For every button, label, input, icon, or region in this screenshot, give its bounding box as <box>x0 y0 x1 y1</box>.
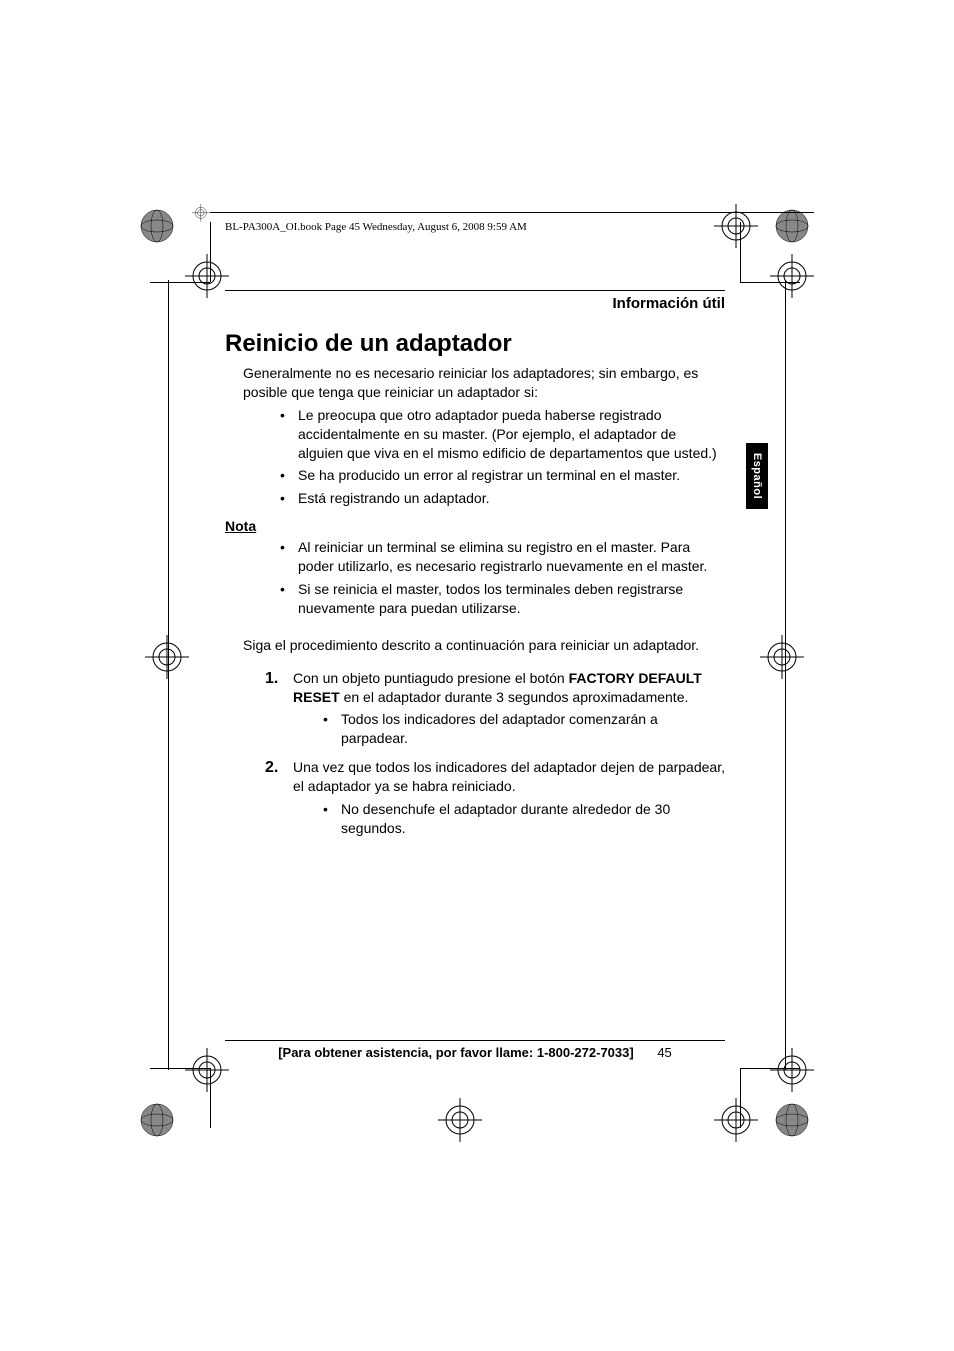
crop-mark-icon <box>770 1048 814 1092</box>
list-item: Se ha producido un error al registrar un… <box>280 466 725 485</box>
procedure-intro: Siga el procedimiento descrito a continu… <box>243 636 725 655</box>
crop-line <box>210 1068 211 1128</box>
list-item: Está registrando un adaptador. <box>280 489 725 508</box>
crop-mark-icon <box>185 1048 229 1092</box>
page-content: Información útil Reinicio de un adaptado… <box>225 290 725 848</box>
list-item: Todos los indicadores del adaptador come… <box>323 710 725 748</box>
list-item: Si se reinicia el master, todos los term… <box>280 580 725 618</box>
crop-line <box>150 1068 210 1069</box>
crop-mark-icon <box>135 204 179 248</box>
crop-line <box>168 280 169 1070</box>
crop-line <box>740 282 800 283</box>
crop-mark-icon <box>145 635 189 679</box>
crop-line <box>785 280 786 1070</box>
section-rule <box>225 290 725 291</box>
step-text: Una vez que todos los indicadores del ad… <box>293 759 725 794</box>
nota-heading: Nota <box>225 518 725 534</box>
crop-line <box>740 1068 800 1069</box>
crop-mark-icon <box>770 1098 814 1142</box>
step-item: Con un objeto puntiagudo presione el bot… <box>265 669 725 749</box>
intro-text: Generalmente no es necesario reiniciar l… <box>243 364 725 402</box>
crop-line <box>210 222 211 282</box>
list-item: No desenchufe el adaptador durante alred… <box>323 800 725 838</box>
crop-mark-icon <box>714 1098 758 1142</box>
crop-mark-icon <box>770 204 814 248</box>
section-header: Información útil <box>225 295 725 312</box>
crop-mark-icon <box>192 204 210 227</box>
language-tab: Español <box>746 443 768 509</box>
footer-assist: [Para obtener asistencia, por favor llam… <box>278 1045 634 1060</box>
step-item: Una vez que todos los indicadores del ad… <box>265 758 725 838</box>
nota-list: Al reiniciar un terminal se elimina su r… <box>225 538 725 618</box>
crop-mark-icon <box>185 254 229 298</box>
footer-rule <box>225 1040 725 1041</box>
language-tab-label: Español <box>751 453 763 499</box>
header-rule <box>210 212 814 213</box>
reasons-list: Le preocupa que otro adaptador pueda hab… <box>225 406 725 508</box>
crop-mark-icon <box>770 254 814 298</box>
page-title: Reinicio de un adaptador <box>225 330 725 358</box>
list-item: Le preocupa que otro adaptador pueda hab… <box>280 406 725 463</box>
crop-mark-icon <box>135 1098 179 1142</box>
page-footer: [Para obtener asistencia, por favor llam… <box>225 1040 725 1060</box>
running-header: BL-PA300A_OI.book Page 45 Wednesday, Aug… <box>225 221 527 233</box>
crop-line <box>740 1068 741 1128</box>
step-text: Con un objeto puntiagudo presione el bot… <box>293 670 702 705</box>
crop-mark-icon <box>714 204 758 248</box>
crop-mark-icon <box>760 635 804 679</box>
crop-line <box>740 222 741 282</box>
steps-list: Con un objeto puntiagudo presione el bot… <box>225 669 725 838</box>
crop-line <box>150 282 210 283</box>
list-item: Al reiniciar un terminal se elimina su r… <box>280 538 725 576</box>
crop-mark-icon <box>438 1098 482 1142</box>
footer-page-number: 45 <box>657 1045 671 1060</box>
